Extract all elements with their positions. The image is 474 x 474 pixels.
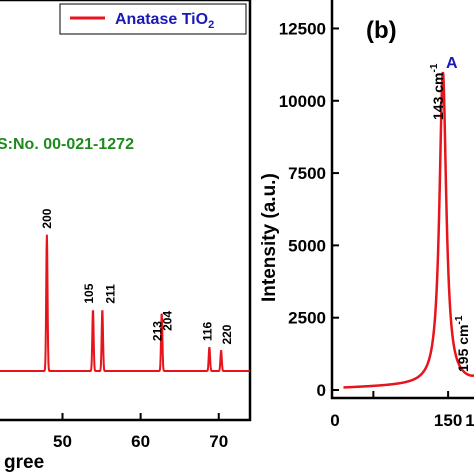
panel-a-x-tick-label: 70 — [209, 432, 228, 451]
panel-a-x-axis-title: gree — [4, 452, 44, 473]
raman-peak-195-sup: -1 — [454, 315, 465, 324]
panel-b-y-axis-title: Intensity (a.u.) — [259, 173, 280, 302]
panel-a-peak-label: 204 — [161, 311, 175, 331]
panel-b-x-tick-label: 0 — [330, 411, 339, 430]
panel-b-x-ticks — [372, 391, 450, 398]
raman-peak-143-text: 143 cm — [430, 73, 446, 120]
panel-b-raman-trace — [343, 71, 474, 389]
jcpds-card-annotation: S:No. 00-021-1272 — [0, 136, 134, 153]
raman-peak-143-sup: -1 — [429, 63, 440, 72]
panel-a-x-tick-label: 60 — [131, 432, 150, 451]
panel-b-y-ticks — [332, 27, 339, 391]
panel-a-peak-label: 200 — [40, 208, 54, 228]
raman-peak-195-text: 195 cm — [455, 325, 471, 372]
panel-a-x-tick-label: 50 — [53, 432, 72, 451]
panel-b-x-tick-label: 150 — [434, 411, 462, 430]
raman-peak-195-label: 195 cm-1 — [454, 315, 471, 372]
legend-entry-anatase: Anatase TiO2 — [115, 11, 214, 31]
panel-b-y-tick-label: 12500 — [279, 19, 326, 38]
panel-a-peak-label: 211 — [103, 284, 117, 304]
panel-b-letter: (b) — [366, 17, 397, 44]
panel-b-raman: 0 2500 5000 7500 10000 12500 0 150 1 (b) Intens… — [259, 0, 474, 430]
panel-a-peak-label: 105 — [82, 283, 96, 303]
panel-b-axes-frame — [330, 0, 474, 400]
panel-b-x-tick-labels: 0 150 1 — [330, 411, 474, 430]
raman-peak-143-label: 143 cm-1 — [429, 63, 446, 120]
legend-entry-name: Anatase TiO — [115, 11, 208, 28]
panel-a-legend: Anatase TiO2 — [59, 3, 247, 35]
panel-a-x-tick-labels: 50 60 70 — [53, 432, 228, 451]
panel-b-y-tick-label: 2500 — [288, 309, 326, 328]
panel-b-y-tick-labels: 0 2500 5000 7500 10000 12500 — [279, 19, 326, 400]
panel-b-y-tick-label: 5000 — [288, 236, 326, 255]
panel-b-y-tick-label: 7500 — [288, 164, 326, 183]
panel-a-xrd-trace — [0, 234, 250, 372]
legend-entry-subscript: 2 — [208, 19, 214, 31]
panel-a-peak-label: 220 — [220, 324, 234, 344]
raman-mode-label: A — [446, 55, 458, 72]
panel-a-axes-frame — [0, 0, 252, 422]
panel-b-y-tick-label: 10000 — [279, 92, 326, 111]
panel-b-x-tick-label: 1 — [465, 411, 474, 430]
panel-b-y-tick-label: 0 — [317, 381, 326, 400]
panel-a-peak-label: 116 — [200, 321, 214, 341]
panel-a-x-ticks — [61, 413, 220, 420]
panel-a-peak-label: 213 — [151, 321, 165, 341]
